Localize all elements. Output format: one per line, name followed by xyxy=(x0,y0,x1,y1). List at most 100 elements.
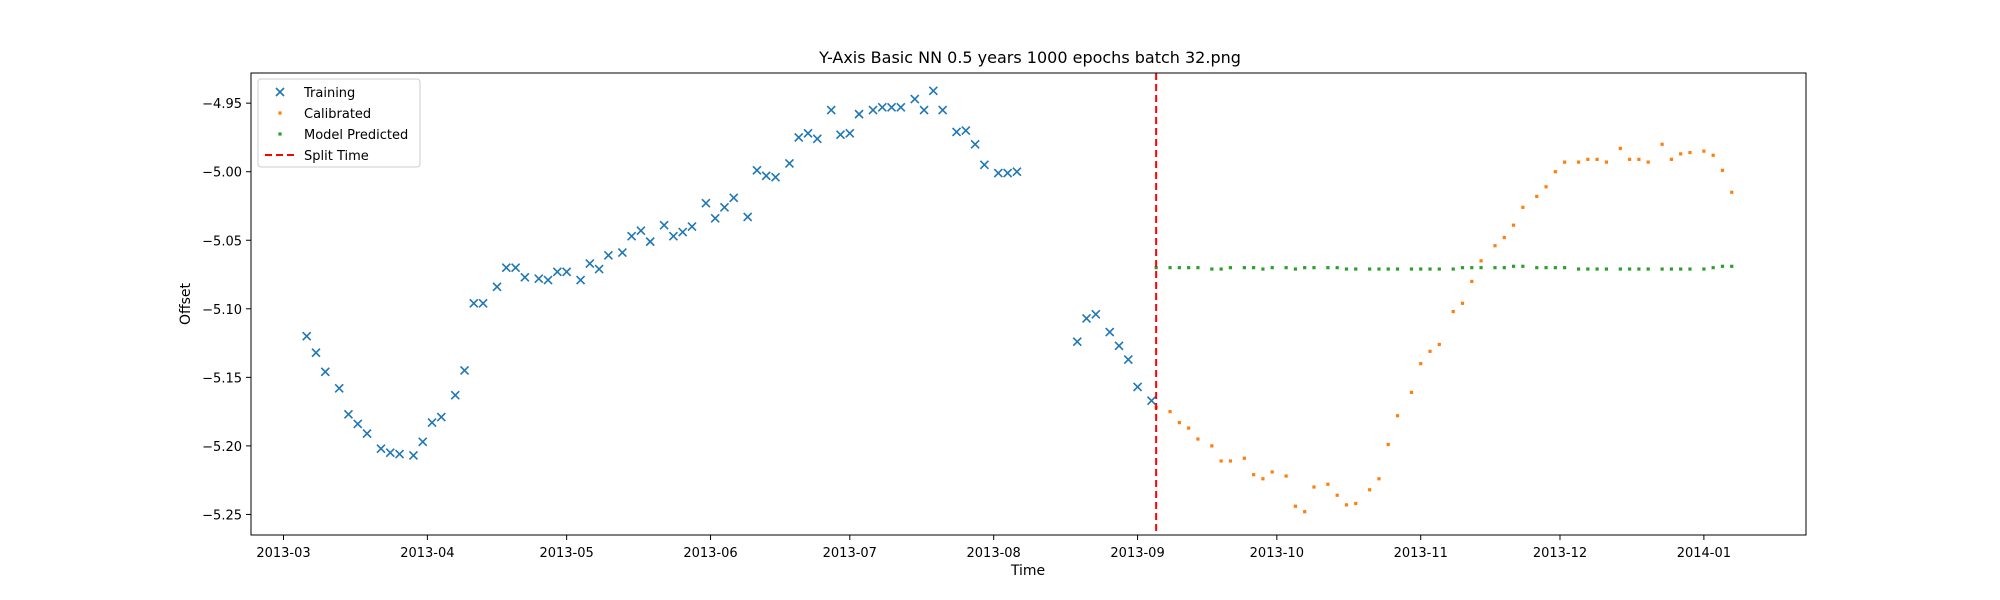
calibrated-point xyxy=(1628,157,1632,161)
model-predicted-point xyxy=(1219,267,1223,271)
calibrated-point xyxy=(1196,437,1200,441)
y-tick-label: −5.10 xyxy=(202,303,242,318)
training-point xyxy=(408,450,419,461)
calibrated-point xyxy=(1595,157,1599,161)
y-tick-label: −5.20 xyxy=(202,440,242,455)
calibrated-point xyxy=(1730,190,1734,194)
model-predicted-point xyxy=(1637,267,1641,271)
training-point xyxy=(450,390,460,400)
training-point xyxy=(784,158,795,169)
training-point xyxy=(1081,313,1092,323)
model-predicted-point xyxy=(1386,267,1390,271)
training-point xyxy=(835,130,846,140)
training-point xyxy=(627,231,637,241)
training-point xyxy=(826,105,836,115)
training-point xyxy=(585,258,595,269)
calibrated-point xyxy=(1270,470,1274,474)
calibrated-point xyxy=(1511,223,1516,227)
training-point xyxy=(678,227,688,237)
training-point xyxy=(710,213,720,223)
training-point xyxy=(617,248,627,258)
model-predicted-point xyxy=(1720,264,1725,268)
calibrated-point xyxy=(1168,410,1172,414)
x-tick-label: 2014-01 xyxy=(1677,546,1731,561)
training-point xyxy=(659,220,669,230)
legend-marker-calibrated xyxy=(278,111,282,115)
training-point xyxy=(919,105,929,115)
training-point xyxy=(719,202,730,212)
training-point xyxy=(979,160,989,170)
model-predicted-point xyxy=(1493,266,1497,270)
training-point xyxy=(761,171,771,181)
y-tick-label: −5.15 xyxy=(202,371,242,386)
calibrated-point xyxy=(1521,205,1525,209)
training-point xyxy=(603,250,613,260)
model-predicted-point xyxy=(1261,267,1265,271)
x-tick-label: 2013-12 xyxy=(1533,546,1587,561)
calibrated-point xyxy=(1409,390,1414,395)
model-predicted-point xyxy=(1586,267,1590,271)
calibrated-point xyxy=(1437,342,1441,347)
training-point xyxy=(1012,167,1022,177)
model-predicted-point xyxy=(1293,267,1298,271)
calibrated-point xyxy=(1688,150,1692,155)
model-predicted-point xyxy=(1521,264,1525,268)
training-point xyxy=(478,298,488,308)
training-point xyxy=(1123,354,1133,365)
x-tick-label: 2013-05 xyxy=(539,546,593,561)
calibrated-point xyxy=(1368,488,1372,492)
x-tick-label: 2013-04 xyxy=(400,546,454,561)
model-predicted-point xyxy=(1618,267,1622,271)
training-point xyxy=(770,172,781,182)
model-predicted-point xyxy=(1368,267,1372,271)
model-predicted-point xyxy=(1553,266,1557,270)
calibrated-point xyxy=(1618,146,1622,151)
calibrated-point xyxy=(1293,504,1298,508)
model-predicted-point xyxy=(1595,267,1599,271)
training-point xyxy=(511,263,521,273)
x-axis-title: Time xyxy=(1010,563,1045,579)
calibrated-point xyxy=(1502,235,1506,240)
training-point xyxy=(362,428,372,439)
legend-marker-model-predicted xyxy=(278,132,282,136)
model-predicted-point xyxy=(1177,266,1181,270)
calibrated-point xyxy=(1669,157,1673,161)
model-predicted-point xyxy=(1711,266,1715,270)
training-point xyxy=(887,102,897,112)
training-point xyxy=(687,221,697,232)
training-point xyxy=(552,267,562,277)
calibrated-point xyxy=(1660,142,1664,146)
model-predicted-point xyxy=(1409,267,1414,271)
model-predicted-point xyxy=(1730,264,1734,268)
plot-frame xyxy=(250,72,1807,536)
calibrated-point xyxy=(1493,244,1497,248)
model-predicted-point xyxy=(1395,267,1400,271)
model-predicted-point xyxy=(1354,267,1358,271)
training-point xyxy=(576,275,586,285)
training-point xyxy=(803,128,813,138)
model-predicted-point xyxy=(1428,267,1432,271)
training-point xyxy=(320,367,330,377)
chart-title: Y-Axis Basic NN 0.5 years 1000 epochs ba… xyxy=(818,48,1241,67)
model-predicted-point xyxy=(1284,266,1288,270)
calibrated-point xyxy=(1210,444,1214,448)
training-point xyxy=(1091,309,1101,319)
x-tick-label: 2013-11 xyxy=(1394,546,1448,561)
training-point xyxy=(1133,382,1143,392)
training-point xyxy=(459,365,470,376)
training-point xyxy=(752,165,762,175)
calibrated-point xyxy=(1344,503,1349,507)
x-tick-label: 2013-09 xyxy=(1110,546,1164,561)
calibrated-point xyxy=(1563,160,1567,164)
training-point xyxy=(961,126,971,136)
training-point xyxy=(938,105,948,115)
calibrated-point xyxy=(1326,482,1330,486)
training-point xyxy=(302,331,312,341)
training-point xyxy=(1003,168,1013,178)
training-point xyxy=(743,212,753,222)
model-predicted-point xyxy=(1628,267,1632,271)
calibrated-point xyxy=(1252,473,1256,477)
x-tick-label: 2013-08 xyxy=(967,546,1021,561)
training-point xyxy=(543,275,553,285)
training-point xyxy=(1105,327,1115,337)
